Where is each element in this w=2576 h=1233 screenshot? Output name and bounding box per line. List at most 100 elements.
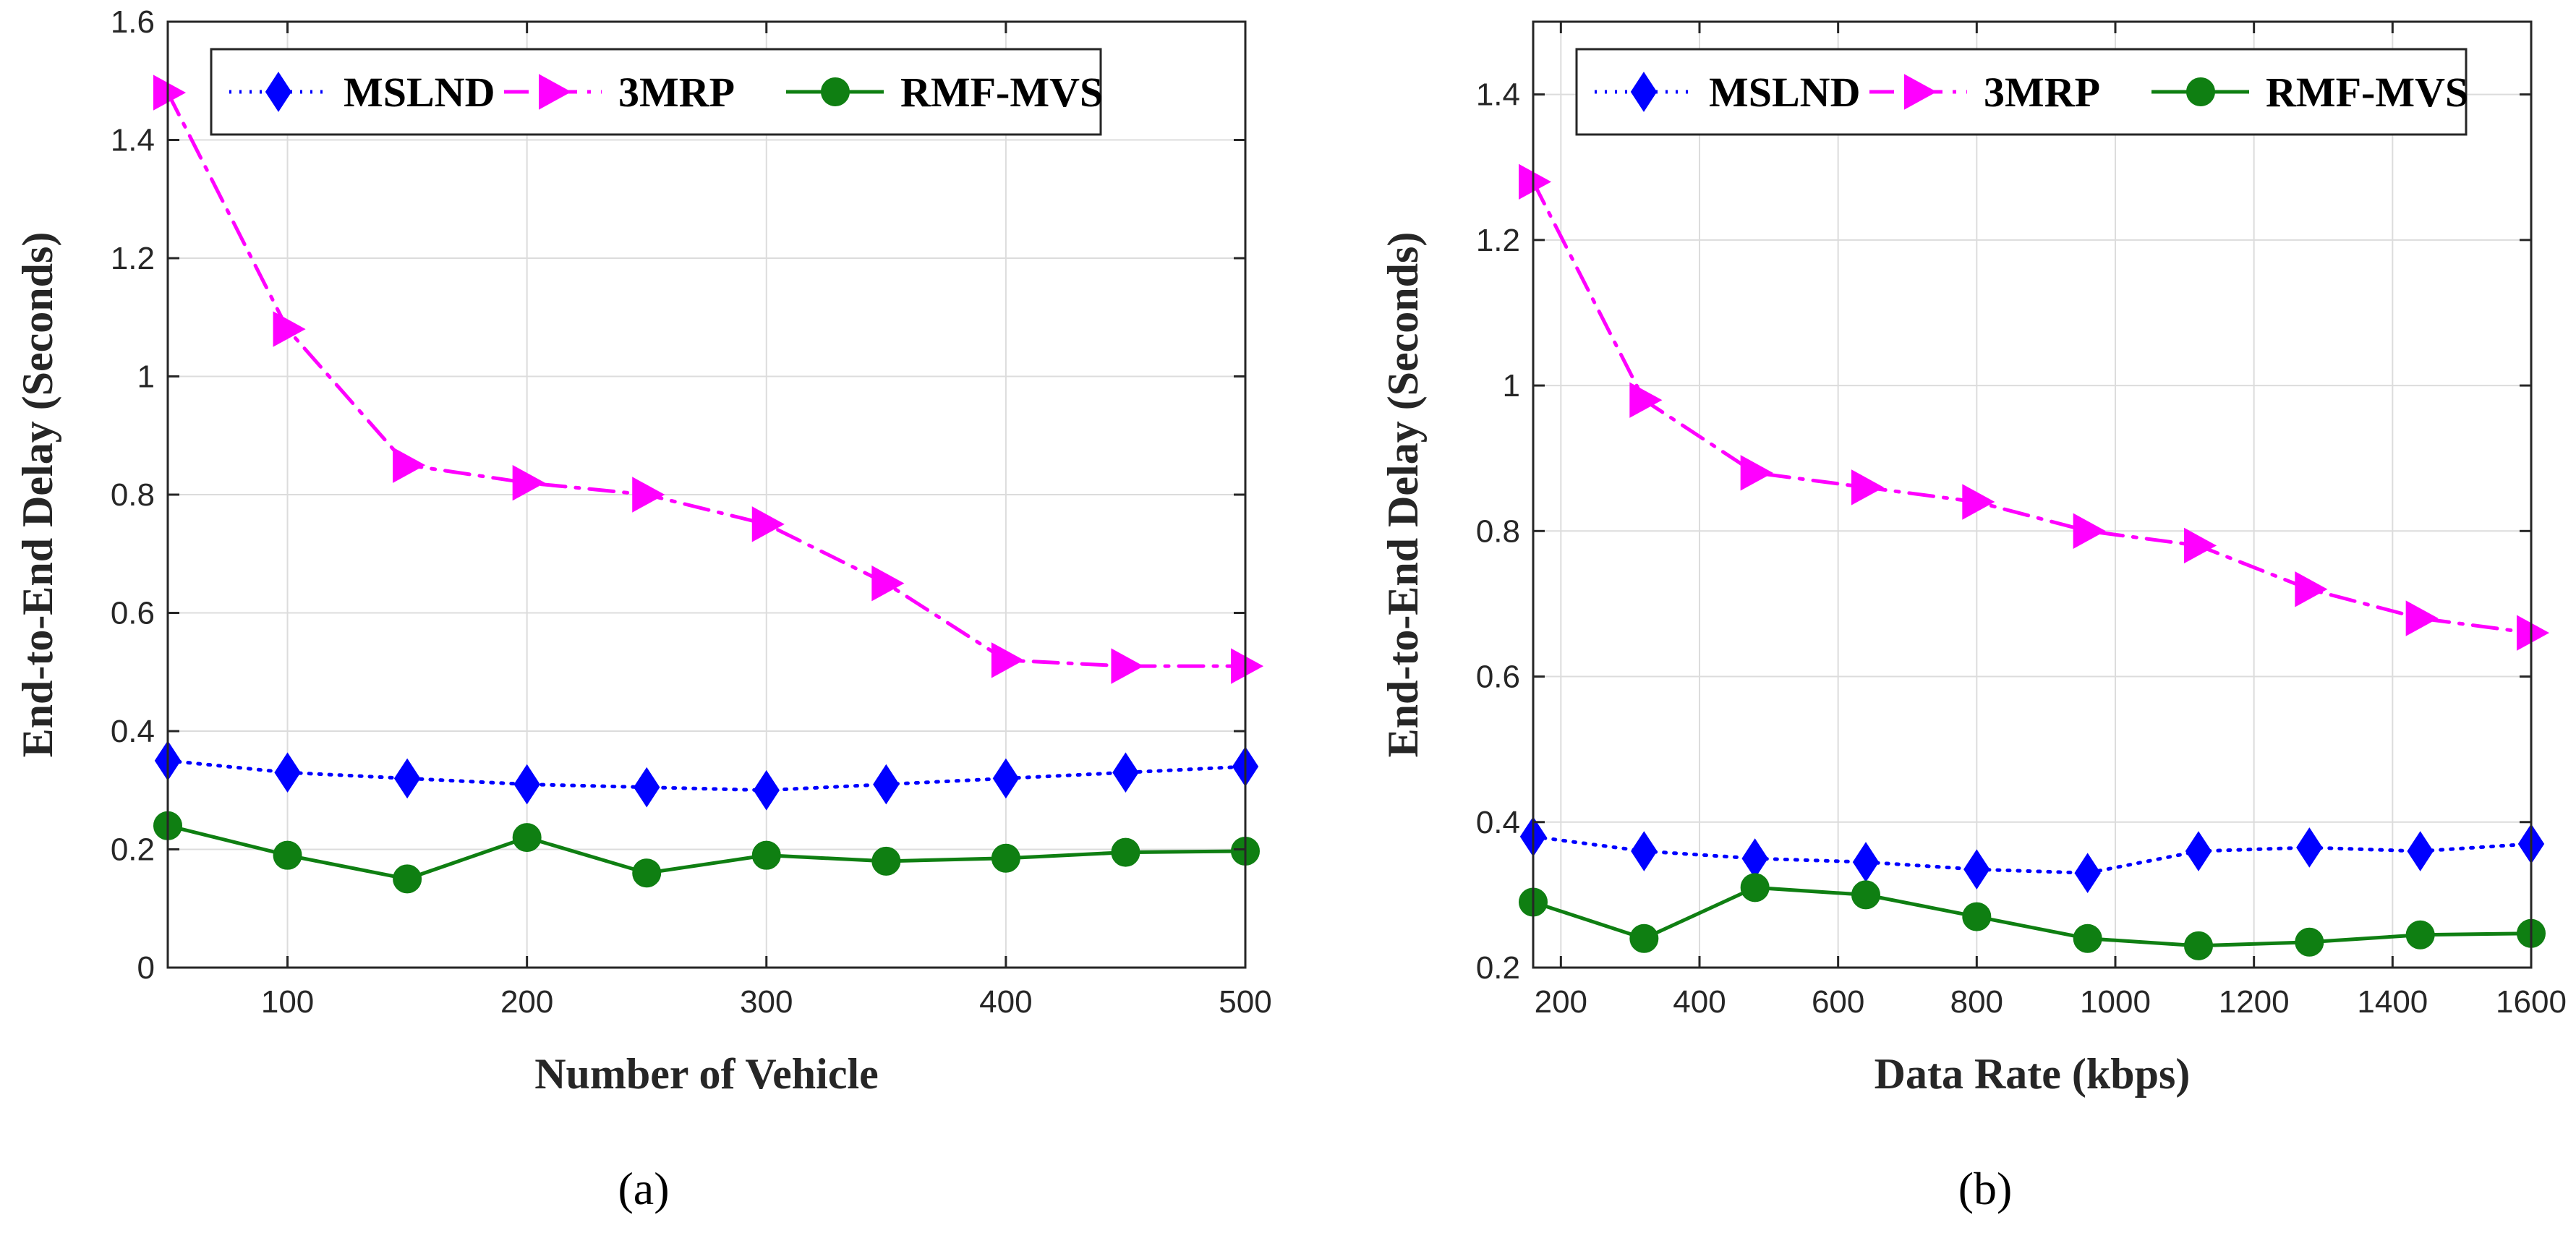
data-point: [991, 843, 1020, 873]
series-line: [1531, 885, 2533, 948]
data-point: [2184, 931, 2213, 960]
data-point: [1852, 842, 1880, 882]
data-point: [1963, 849, 1990, 889]
legend-item: MSLND: [1595, 69, 1860, 116]
data-point: [153, 74, 187, 111]
data-point: [991, 642, 1024, 678]
legend-marker: [2186, 77, 2215, 106]
legend-item: RMF-MVS: [786, 69, 1103, 116]
x-tick-label: 1600: [2496, 984, 2567, 1020]
x-tick-label: 300: [740, 984, 793, 1020]
series-line: [166, 90, 1248, 668]
data-point: [393, 758, 421, 799]
y-tick-label: 0.8: [111, 477, 155, 513]
y-tick-label: 1.6: [111, 4, 155, 40]
legend-label: RMF-MVS: [2266, 69, 2468, 116]
y-tick-labels: 0 0.2 0.4 0.6 0.8 1 1.2 1.4 1.6: [111, 4, 155, 986]
series-line: [166, 759, 1248, 793]
legend-label: MSLND: [344, 69, 495, 116]
data-point: [1231, 648, 1264, 684]
y-tick-label: 0.2: [1476, 950, 1520, 986]
y-tick-label: 1.2: [1476, 223, 1520, 258]
x-tick-labels: 200 400 600 800 1000 1200 1400 1600: [1535, 984, 2567, 1020]
legend-label: 3MRP: [1984, 69, 2100, 116]
legend-item: RMF-MVS: [2151, 69, 2468, 116]
y-tick-label: 0.6: [1476, 660, 1520, 695]
x-tick-label: 800: [1950, 984, 2003, 1020]
y-tick-label: 1.4: [1476, 77, 1520, 113]
y-tick-label: 0.2: [111, 832, 155, 868]
data-point: [632, 858, 662, 888]
x-tick-label: 1000: [2080, 984, 2151, 1020]
x-tick-label: 200: [500, 984, 553, 1020]
series-mslnd: [1519, 816, 2545, 894]
data-point: [753, 769, 780, 811]
data-point: [393, 864, 422, 894]
legend: MSLND 3MRP RMF-MVS: [1575, 48, 2468, 136]
data-point: [1740, 873, 1770, 903]
x-tick-labels: 100 200 300 400 500: [261, 984, 1272, 1020]
y-tick-label: 1.2: [111, 241, 155, 276]
x-tick-label: 1400: [2357, 984, 2428, 1020]
legend-item: MSLND: [229, 69, 495, 116]
y-tick-label: 1: [137, 359, 155, 395]
legend-label: RMF-MVS: [900, 69, 1103, 116]
data-point: [2405, 920, 2435, 950]
y-tick-label: 1: [1503, 368, 1520, 404]
series-line: [1531, 835, 2533, 875]
data-point: [1111, 837, 1140, 867]
x-tick-label: 400: [1673, 984, 1726, 1020]
data-point: [2517, 615, 2550, 651]
y-tick-label: 1.4: [111, 123, 155, 158]
chart-panel-b: 200 400 600 800 1000 1200 1400 1600 0.20.40.60.…: [1379, 20, 2567, 1214]
series-rmf-mvs: [153, 811, 1260, 894]
data-point: [2184, 527, 2217, 564]
data-point: [512, 464, 545, 501]
data-point: [274, 752, 301, 793]
data-point: [873, 764, 900, 805]
data-point: [632, 477, 665, 513]
data-point: [512, 823, 542, 853]
data-point: [751, 506, 785, 542]
data-point: [1741, 838, 1768, 879]
x-tick-label: 600: [1812, 984, 1864, 1020]
y-tick-label: 0.6: [111, 596, 155, 631]
data-point: [1851, 880, 1880, 910]
legend-box: [1575, 48, 2468, 136]
legend: MSLND 3MRP RMF-MVS: [210, 48, 1103, 136]
x-tick-label: 200: [1535, 984, 1587, 1020]
data-point: [1740, 455, 1773, 491]
tick-marks: [1533, 22, 2533, 969]
data-point: [2407, 831, 2434, 871]
data-point: [393, 447, 426, 483]
y-tick-label: 0.4: [1476, 805, 1520, 840]
data-point: [2185, 831, 2212, 871]
data-point: [1112, 752, 1139, 793]
series-line: [166, 824, 1248, 881]
series-3mrp: [153, 74, 1264, 684]
data-point: [1111, 648, 1144, 684]
x-tick-label: 400: [979, 984, 1032, 1020]
data-point: [1631, 831, 1658, 871]
data-point: [1851, 469, 1885, 505]
y-tick-label: 0: [137, 950, 155, 986]
data-point: [871, 565, 905, 602]
legend-marker: [821, 77, 850, 106]
data-point: [1629, 382, 1663, 418]
legend-label: 3MRP: [618, 69, 735, 116]
data-point: [2296, 827, 2323, 868]
data-point: [1962, 484, 1995, 520]
legend-marker: [1630, 72, 1658, 112]
data-point: [2405, 600, 2439, 636]
tick-marks: [168, 20, 1247, 969]
axes-frame: [1532, 20, 2533, 969]
legend-box: [210, 48, 1102, 136]
data-point: [2295, 927, 2324, 957]
x-tick-label: 100: [261, 984, 314, 1020]
data-point: [992, 758, 1020, 799]
y-tick-label: 0.4: [111, 714, 155, 749]
data-point: [273, 840, 302, 870]
y-tick-label: 0.8: [1476, 513, 1520, 549]
series-rmf-mvs: [1519, 873, 2546, 960]
